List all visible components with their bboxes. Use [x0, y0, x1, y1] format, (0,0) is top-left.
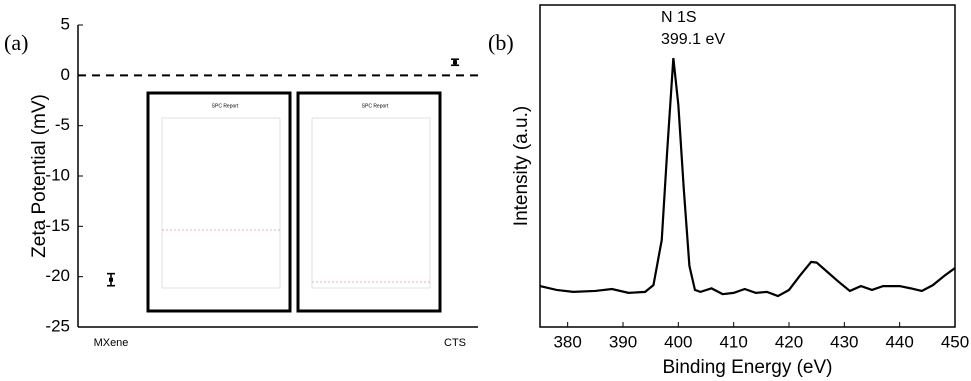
x-tick-label: MXene [94, 337, 129, 349]
point [453, 60, 457, 64]
y-axis-label: Intensity (a.u.) [511, 106, 532, 226]
x-tick-label: CTS [444, 337, 466, 349]
y-tick-label: 0 [61, 65, 70, 84]
y-tick-label: -20 [45, 266, 70, 285]
x-tick-label: 380 [553, 332, 581, 351]
y-axis-label: Zeta Potential (mV) [29, 94, 50, 258]
x-tick-label: 400 [664, 332, 692, 351]
inset-title: SPC Report [362, 103, 389, 109]
x-tick-label: 390 [609, 332, 637, 351]
panel-label: (b) [488, 30, 514, 55]
annotation: N 1S [661, 9, 697, 26]
y-tick-label: -25 [45, 316, 70, 335]
inset-1 [148, 93, 290, 311]
x-tick-label: 440 [885, 332, 913, 351]
inset-2 [298, 93, 440, 311]
x-tick-label: 450 [941, 332, 969, 351]
figure: SPC Report SPC Report -25-20-15-10-505MX… [0, 0, 971, 381]
x-tick-label: 430 [830, 332, 858, 351]
inset-title: SPC Report [212, 103, 239, 109]
plot-frame [540, 5, 955, 327]
y-tick-label: 5 [61, 14, 70, 33]
x-axis-label: Binding Energy (eV) [662, 357, 832, 378]
spectrum-line [540, 58, 955, 296]
x-tick-label: 410 [719, 332, 747, 351]
panel-label: (a) [4, 30, 28, 55]
annotation: 399.1 eV [661, 31, 725, 48]
point [109, 278, 113, 282]
y-tick-label: -5 [55, 115, 70, 134]
x-tick-label: 420 [775, 332, 803, 351]
